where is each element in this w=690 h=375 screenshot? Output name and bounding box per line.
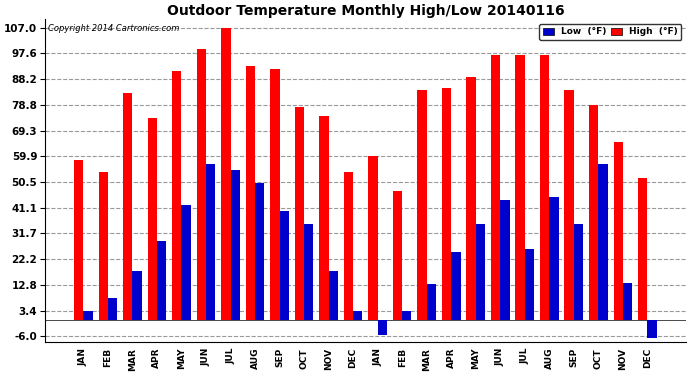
Bar bbox=[221, 27, 230, 320]
Bar bbox=[500, 200, 510, 320]
Bar bbox=[589, 105, 598, 320]
Bar bbox=[157, 241, 166, 320]
Bar bbox=[295, 107, 304, 320]
Bar bbox=[83, 310, 92, 320]
Bar bbox=[279, 211, 289, 320]
Bar bbox=[564, 90, 574, 320]
Bar bbox=[525, 249, 534, 320]
Bar bbox=[377, 320, 387, 335]
Bar bbox=[353, 310, 362, 320]
Bar bbox=[255, 183, 264, 320]
Bar bbox=[491, 55, 500, 320]
Bar bbox=[123, 93, 132, 320]
Bar bbox=[181, 205, 191, 320]
Bar bbox=[148, 118, 157, 320]
Bar bbox=[638, 178, 647, 320]
Bar bbox=[613, 142, 623, 320]
Bar bbox=[515, 55, 525, 320]
Bar bbox=[402, 310, 411, 320]
Bar bbox=[197, 50, 206, 320]
Bar bbox=[393, 192, 402, 320]
Bar bbox=[442, 88, 451, 320]
Bar bbox=[549, 197, 559, 320]
Bar bbox=[99, 172, 108, 320]
Title: Outdoor Temperature Monthly High/Low 20140116: Outdoor Temperature Monthly High/Low 201… bbox=[166, 4, 564, 18]
Bar bbox=[417, 90, 426, 320]
Bar bbox=[451, 252, 460, 320]
Text: Copyright 2014 Cartronics.com: Copyright 2014 Cartronics.com bbox=[48, 24, 179, 33]
Bar bbox=[540, 55, 549, 320]
Bar bbox=[426, 284, 436, 320]
Bar bbox=[304, 224, 313, 320]
Bar bbox=[598, 164, 608, 320]
Bar bbox=[368, 156, 377, 320]
Bar bbox=[206, 164, 215, 320]
Bar bbox=[319, 116, 328, 320]
Bar bbox=[132, 271, 141, 320]
Bar bbox=[246, 66, 255, 320]
Legend: Low  (°F), High  (°F): Low (°F), High (°F) bbox=[540, 24, 681, 40]
Bar bbox=[108, 298, 117, 320]
Bar bbox=[466, 77, 475, 320]
Bar bbox=[74, 160, 83, 320]
Bar bbox=[328, 271, 338, 320]
Bar bbox=[623, 283, 632, 320]
Bar bbox=[230, 170, 240, 320]
Bar bbox=[344, 172, 353, 320]
Bar bbox=[647, 320, 657, 338]
Bar bbox=[475, 224, 485, 320]
Bar bbox=[172, 71, 181, 320]
Bar bbox=[270, 69, 279, 320]
Bar bbox=[574, 224, 583, 320]
